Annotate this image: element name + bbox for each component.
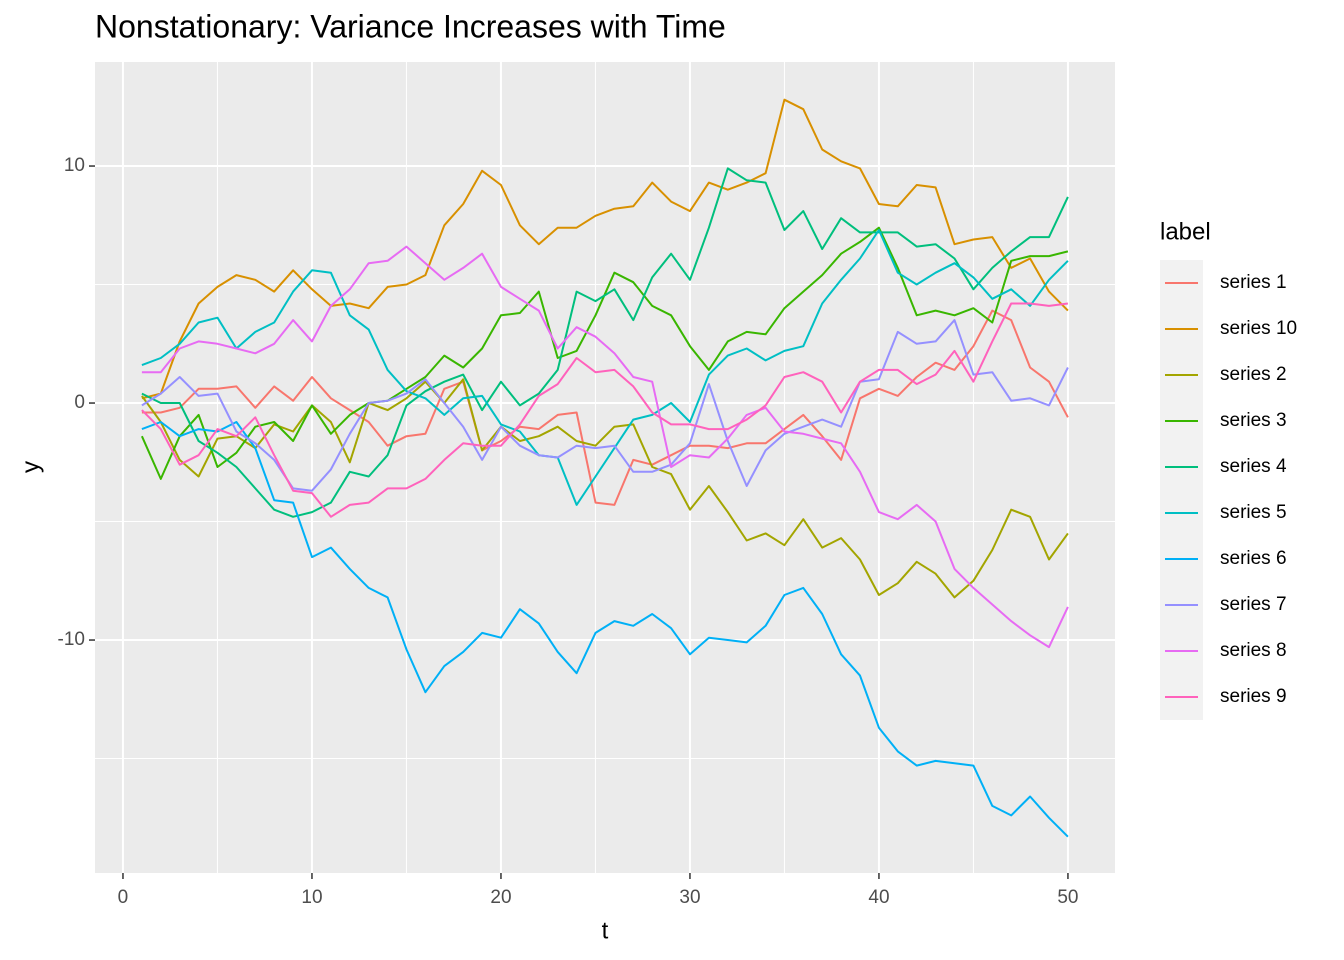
x-tick-label: 0 <box>118 887 129 908</box>
series-line <box>141 245 1069 649</box>
legend-label: series 1 <box>1220 272 1287 293</box>
legend-label: series 8 <box>1220 640 1287 661</box>
y-axis-label: y <box>17 461 44 473</box>
series-line <box>141 167 1069 518</box>
plot-panel <box>95 62 1115 873</box>
lines <box>140 98 1069 838</box>
legend-label: series 9 <box>1220 686 1287 707</box>
y-tick-label: -10 <box>58 629 85 650</box>
series-line <box>141 229 1069 506</box>
series-line <box>141 378 1069 599</box>
legend-label: series 6 <box>1220 548 1287 569</box>
x-tick-label: 40 <box>868 887 889 908</box>
x-tick-label: 50 <box>1057 887 1078 908</box>
legend-title: label <box>1160 218 1211 245</box>
legend-label: series 7 <box>1220 594 1287 615</box>
series-line <box>140 226 1069 480</box>
x-tick-label: 30 <box>679 887 700 908</box>
legend-label: series 5 <box>1220 502 1287 523</box>
x-axis-label: t <box>602 917 609 944</box>
series-line <box>141 302 1069 518</box>
series-line <box>141 309 1069 506</box>
legend: series 1 series 10 series 2 series 3 series … <box>1160 260 1297 720</box>
x-tick-label: 20 <box>490 887 511 908</box>
legend-label: series 3 <box>1220 410 1287 431</box>
y-tick-label: 0 <box>74 392 85 413</box>
legend-label: series 2 <box>1220 364 1287 385</box>
grid <box>95 62 1115 873</box>
series-line <box>141 421 1069 838</box>
legend-label: series 4 <box>1220 456 1287 477</box>
series-line <box>141 98 1069 400</box>
x-tick-label: 10 <box>301 887 322 908</box>
y-tick-label: 10 <box>64 155 85 176</box>
chart-title: Nonstationary: Variance Increases with T… <box>95 8 726 44</box>
legend-label: series 10 <box>1220 318 1297 339</box>
legend-key-background <box>1160 260 1203 720</box>
series-line <box>141 319 1069 492</box>
